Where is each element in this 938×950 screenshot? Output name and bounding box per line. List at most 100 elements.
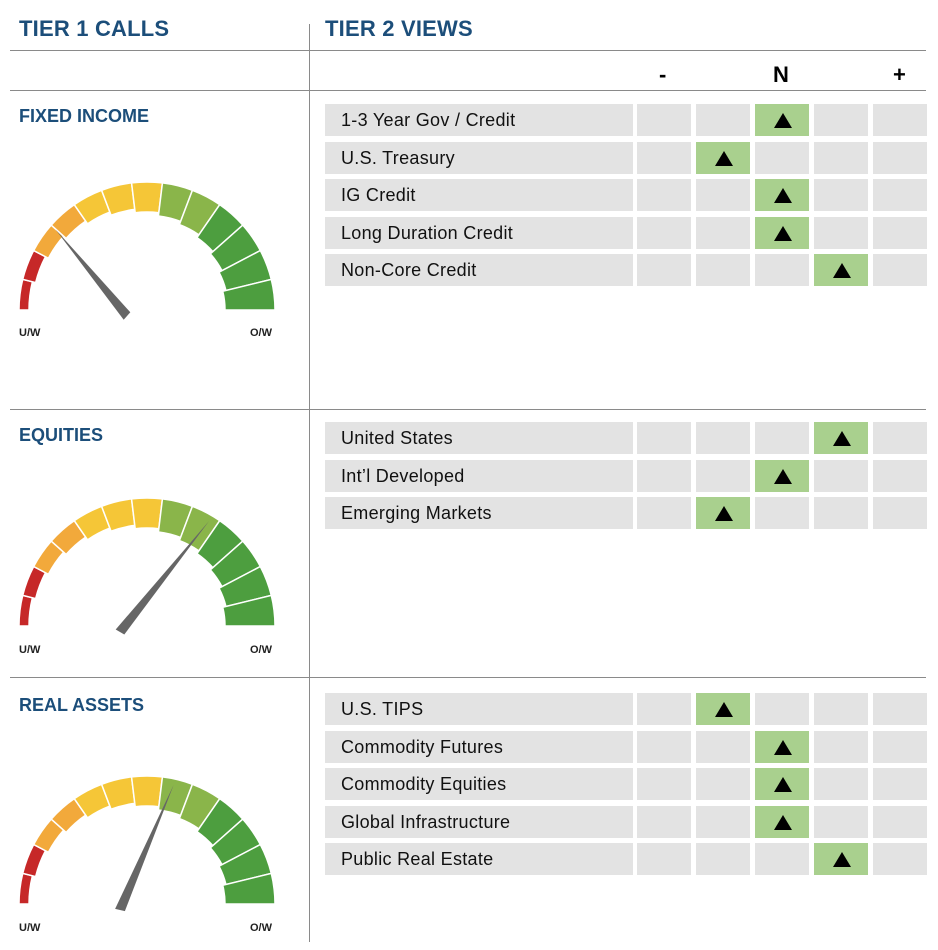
tier2-cell-selected <box>755 768 809 800</box>
tier2-cell <box>696 422 750 454</box>
gauge-segment <box>130 775 164 808</box>
tier2-cell <box>637 254 691 286</box>
tier2-cell <box>873 497 927 529</box>
tier2-cell <box>814 217 868 249</box>
tier2-row-label: IG Credit <box>325 179 633 211</box>
gauge-needle <box>115 520 210 635</box>
tier2-cell <box>873 460 927 492</box>
gauge-needle <box>115 784 174 912</box>
column-divider <box>309 24 310 942</box>
tier2-cell <box>696 254 750 286</box>
tier2-row-label: Public Real Estate <box>325 843 633 875</box>
scale-underweight-symbol: - <box>659 62 667 87</box>
tier2-cell <box>696 217 750 249</box>
gauge-equities <box>18 497 276 635</box>
gauge-segment <box>130 181 164 214</box>
tier2-row-label: Commodity Equities <box>325 768 633 800</box>
tier2-cell <box>873 768 927 800</box>
position-marker-icon <box>715 702 733 717</box>
tier2-cell <box>637 843 691 875</box>
position-marker-icon <box>715 151 733 166</box>
tier2-row-label: Int’l Developed <box>325 460 633 492</box>
tier2-cell <box>696 104 750 136</box>
tier2-row-label: Commodity Futures <box>325 731 633 763</box>
tier2-cell <box>873 731 927 763</box>
tier2-cell <box>814 460 868 492</box>
section-title-real-assets: REAL ASSETS <box>19 695 145 715</box>
position-marker-icon <box>774 113 792 128</box>
tier2-row-label: U.S. TIPS <box>325 693 633 725</box>
tier2-cell <box>637 142 691 174</box>
position-marker-icon <box>774 188 792 203</box>
tier2-cell <box>814 497 868 529</box>
tier2-cell <box>637 179 691 211</box>
gauge-segment <box>18 872 34 905</box>
tier2-cell <box>637 217 691 249</box>
tier2-cell <box>637 460 691 492</box>
tier2-cell <box>696 806 750 838</box>
section-title-equities: EQUITIES <box>19 425 104 445</box>
tier2-cell <box>814 142 868 174</box>
tier2-cell-selected <box>755 731 809 763</box>
tier2-header: TIER 2 VIEWS <box>325 16 473 41</box>
tier2-cell <box>814 768 868 800</box>
tier2-cell <box>637 422 691 454</box>
tier2-cell <box>873 254 927 286</box>
gauge-real-assets <box>18 775 276 912</box>
tier2-row-label: Global Infrastructure <box>325 806 633 838</box>
gauge-segment <box>221 594 276 627</box>
gauge-segment <box>18 594 34 627</box>
header-divider <box>10 50 926 51</box>
gauge-uw-label: U/W <box>19 327 41 339</box>
position-marker-icon <box>774 469 792 484</box>
tier2-cell <box>873 422 927 454</box>
gauge-segment <box>130 497 164 530</box>
tier2-cell-selected <box>755 217 809 249</box>
gauge-uw-label: U/W <box>19 644 41 656</box>
tier2-cell <box>814 179 868 211</box>
tier2-cell <box>814 693 868 725</box>
tier2-cell-selected <box>814 422 868 454</box>
gauge-segment <box>18 278 34 311</box>
gauge-ow-label: O/W <box>250 327 272 339</box>
tier2-cell <box>755 254 809 286</box>
tier2-cell <box>873 104 927 136</box>
tier2-cell <box>873 179 927 211</box>
scale-divider <box>10 90 926 91</box>
tier2-cell <box>814 104 868 136</box>
tier2-cell-selected <box>755 460 809 492</box>
tier2-cell-selected <box>696 693 750 725</box>
tier2-cell <box>873 142 927 174</box>
tier2-cell-selected <box>755 179 809 211</box>
tier2-cell <box>637 104 691 136</box>
position-marker-icon <box>833 263 851 278</box>
tier2-cell <box>755 693 809 725</box>
gauge-ow-label: O/W <box>250 922 272 934</box>
gauge-segment <box>221 872 276 905</box>
tier2-cell-selected <box>814 843 868 875</box>
tier2-cell-selected <box>755 806 809 838</box>
tier2-cell <box>755 142 809 174</box>
tier2-cell <box>637 806 691 838</box>
tier2-row-label: Long Duration Credit <box>325 217 633 249</box>
section-divider-2 <box>10 677 926 678</box>
tier2-cell <box>755 497 809 529</box>
gauge-fixed-income <box>18 181 276 320</box>
tier2-cell-selected <box>814 254 868 286</box>
tier2-cell <box>873 693 927 725</box>
tier2-cell <box>637 731 691 763</box>
gauge-segment <box>221 278 276 311</box>
tier2-cell <box>637 768 691 800</box>
position-marker-icon <box>833 431 851 446</box>
tier2-cell <box>755 843 809 875</box>
tier2-cell-selected <box>696 142 750 174</box>
tier2-cell <box>696 768 750 800</box>
tier2-cell <box>696 731 750 763</box>
gauge-uw-label: U/W <box>19 922 41 934</box>
tier2-row-label: 1-3 Year Gov / Credit <box>325 104 633 136</box>
tier2-cell <box>696 460 750 492</box>
tier2-cell <box>873 217 927 249</box>
tier2-cell-selected <box>755 104 809 136</box>
tier2-cell <box>873 806 927 838</box>
tier1-header: TIER 1 CALLS <box>19 16 170 41</box>
